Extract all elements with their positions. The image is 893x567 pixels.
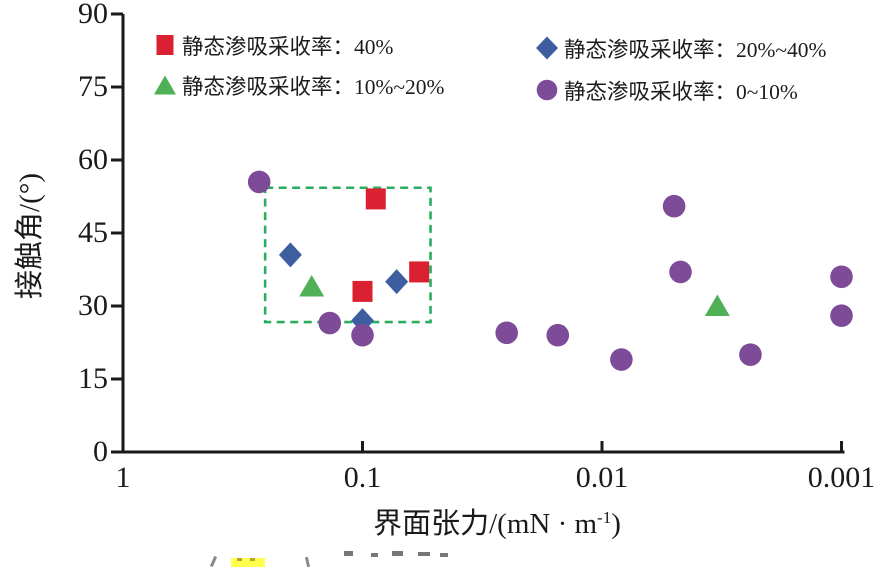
marker-square	[409, 261, 430, 283]
marker-diamond	[385, 269, 409, 295]
x-tick-label: 0.1	[343, 461, 382, 494]
marker-circle	[739, 343, 762, 366]
x-tick-label: 0.01	[575, 461, 629, 494]
legend-item-label: 静态渗吸采收率：10%~20%	[182, 74, 445, 99]
x-axis-title-exponent: -1	[597, 508, 612, 527]
legend-circle-icon	[536, 79, 558, 101]
y-tick-label: 30	[78, 289, 108, 322]
marker-circle	[247, 170, 271, 194]
legend-square-icon	[156, 35, 174, 55]
y-tick-label: 45	[78, 216, 108, 249]
legend-triangle-icon	[154, 75, 176, 95]
y-tick-label: 0	[93, 435, 108, 468]
legend-item: 静态渗吸采收率：10%~20%	[152, 69, 444, 101]
caption-fragment	[371, 553, 378, 557]
legend-item-label: 静态渗吸采收率：20%~40%	[564, 37, 827, 62]
y-tick-label: 15	[78, 362, 108, 395]
marker-circle	[830, 265, 853, 289]
legend-item: 静态渗吸采收率：40%	[152, 29, 393, 61]
caption-fragment	[392, 551, 403, 556]
y-tick-label: 75	[78, 70, 108, 103]
annotation-box	[263, 186, 432, 324]
marker-circle	[610, 348, 633, 371]
caption-fragment	[344, 551, 353, 556]
marker-triangle	[704, 294, 730, 316]
caption-fragment	[418, 552, 430, 556]
x-tick-label: 0.001	[807, 461, 876, 494]
marker-circle	[351, 323, 374, 347]
marker-square	[365, 188, 386, 210]
y-tick-label: 90	[78, 0, 108, 30]
marker-circle	[830, 304, 853, 328]
legend-item-label: 静态渗吸采收率：40%	[182, 34, 394, 59]
x-tick-label: 1	[115, 461, 131, 494]
y-tick-label: 60	[78, 143, 108, 176]
x-axis-title-main: 界面张力/(mN · m	[373, 508, 598, 540]
marker-diamond	[278, 242, 302, 268]
legend-item: 静态渗吸采收率：20%~40%	[534, 32, 826, 64]
x-axis-title-close: )	[611, 508, 621, 540]
marker-circle	[662, 194, 686, 218]
marker-square	[352, 280, 373, 302]
caption-fragment	[440, 553, 448, 557]
marker-circle	[495, 321, 518, 345]
x-axis-title: 界面张力/(mN · m-1)	[373, 500, 621, 542]
marker-circle	[546, 323, 570, 347]
legend-item-label: 静态渗吸采收率：0~10%	[564, 79, 798, 104]
legend-diamond-icon	[536, 36, 558, 60]
marker-circle	[669, 260, 692, 284]
legend-item: 静态渗吸采收率：0~10%	[534, 74, 798, 106]
caption-highlight	[231, 558, 265, 567]
marker-circle	[318, 311, 342, 335]
marker-triangle	[299, 275, 325, 297]
